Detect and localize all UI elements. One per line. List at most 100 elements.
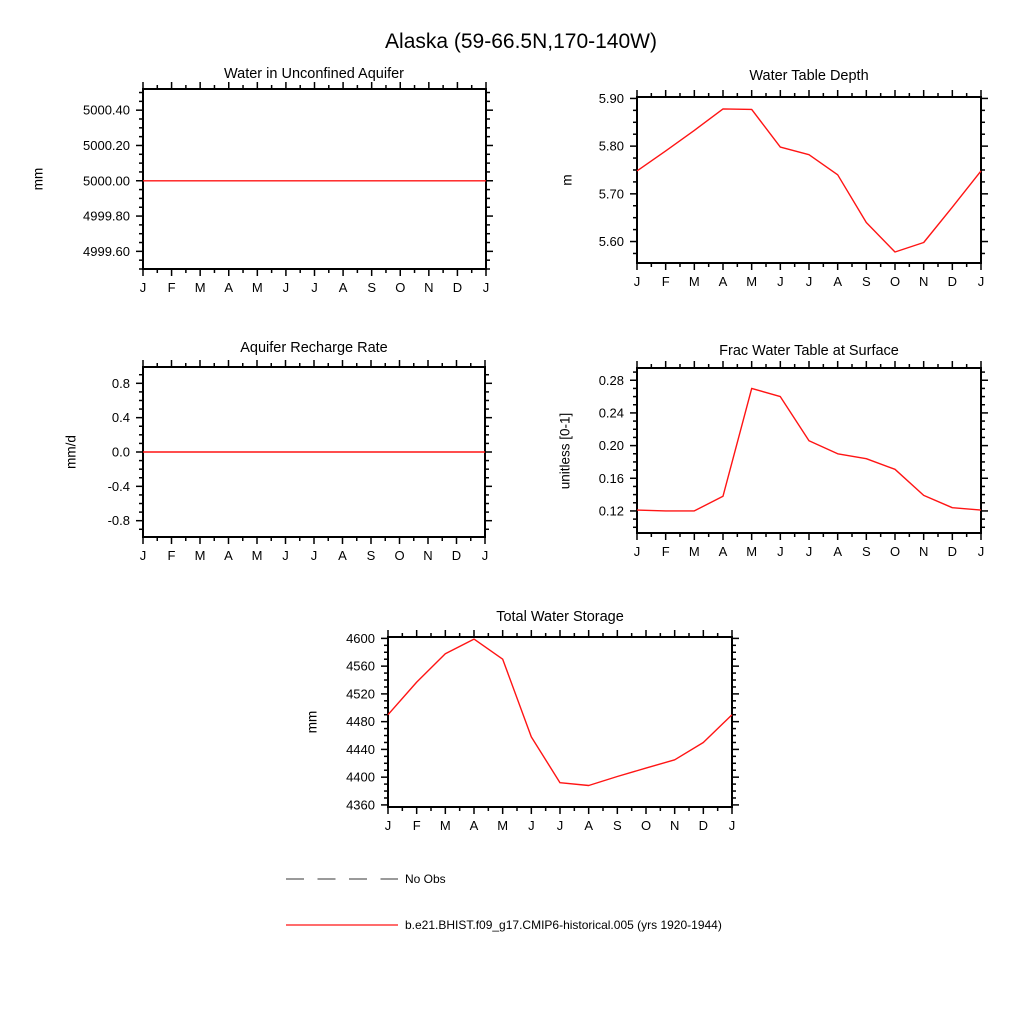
panel-water-in-unconfined-aquifer: J F M A M J J A S O N D J 4999.60 4999.80 5000.00 5000.2… <box>83 82 493 295</box>
y-tick-label: 5000.00 <box>83 173 130 188</box>
x-tick-label: M <box>689 544 700 559</box>
y-tick-label: 4520 <box>346 686 375 701</box>
legend-item-model-run: b.e21.BHIST.f09_g17.CMIP6-historical.005… <box>285 917 722 933</box>
x-tick-label: N <box>423 548 432 563</box>
y-tick-label: 4440 <box>346 742 375 757</box>
y-tick-label: 4600 <box>346 631 375 646</box>
x-tick-label: J <box>282 548 289 563</box>
x-tick-label: F <box>662 544 670 559</box>
axis-ticks <box>136 360 492 544</box>
legend-line-model-run <box>286 924 398 926</box>
x-tick-label: M <box>252 280 263 295</box>
x-tick-label: M <box>746 544 757 559</box>
x-tick-label: A <box>833 274 842 289</box>
x-tick-label: J <box>557 818 564 833</box>
x-tick-label: A <box>470 818 479 833</box>
axis-box <box>636 367 982 534</box>
panel-title-water-table-depth: Water Table Depth <box>749 68 869 84</box>
series-line <box>636 387 982 512</box>
series-line <box>636 108 982 253</box>
figure-title: Alaska (59-66.5N,170-140W) <box>385 30 657 53</box>
axis-box <box>142 88 487 270</box>
x-tick-label: J <box>482 548 489 563</box>
axis-ticks <box>381 630 739 814</box>
panel-aquifer-recharge-rate: J F M A M J J A S O N D J -0.8 -0.4 0.0 0.4 0.8 <box>108 360 492 563</box>
y-tick-label: 5.80 <box>599 139 624 154</box>
y-tick-label: 0.4 <box>112 410 130 425</box>
y-tick-label: 4400 <box>346 770 375 785</box>
x-tick-label: N <box>919 274 928 289</box>
x-tick-label: O <box>890 274 900 289</box>
x-tick-label: J <box>311 548 318 563</box>
x-tick-label: F <box>168 280 176 295</box>
legend-label-no-obs: No Obs <box>405 872 446 886</box>
x-tick-label: J <box>140 548 147 563</box>
legend-label-model-run: b.e21.BHIST.f09_g17.CMIP6-historical.005… <box>405 918 722 932</box>
x-tick-label: J <box>385 818 392 833</box>
x-tick-label: N <box>670 818 679 833</box>
panel-total-water-storage: J F M A M J J A S O N D J 4360 4400 4440 4480 4520 4560 460… <box>346 630 739 833</box>
y-tick-label: 0.0 <box>112 445 130 460</box>
x-tick-label: M <box>440 818 451 833</box>
y-tick-label: 5.70 <box>599 186 624 201</box>
axis-tick-labels: J F M A M J J A S O N D J -0.8 -0.4 0.0 0.4 0.8 <box>108 376 489 563</box>
x-tick-label: M <box>746 274 757 289</box>
x-tick-label: A <box>719 274 728 289</box>
y-tick-label: -0.8 <box>108 513 130 528</box>
x-tick-label: N <box>919 544 928 559</box>
y-tick-label: 5.60 <box>599 234 624 249</box>
panel-title-aquifer-recharge-rate: Aquifer Recharge Rate <box>240 340 388 356</box>
x-tick-label: D <box>699 818 708 833</box>
x-tick-label: M <box>252 548 263 563</box>
panel-title-frac-water-table-at-surface: Frac Water Table at Surface <box>719 343 899 359</box>
x-tick-label: M <box>689 274 700 289</box>
x-tick-label: A <box>833 544 842 559</box>
axis-ticks <box>630 361 988 540</box>
x-tick-label: D <box>452 548 461 563</box>
x-tick-label: O <box>641 818 651 833</box>
x-tick-label: S <box>367 548 376 563</box>
axis-box <box>636 96 982 264</box>
x-tick-label: D <box>948 274 957 289</box>
y-tick-label: 4360 <box>346 797 375 812</box>
y-tick-label: 0.16 <box>599 471 624 486</box>
x-tick-label: J <box>978 274 985 289</box>
y-tick-label: -0.4 <box>108 479 130 494</box>
panel-title-total-water-storage: Total Water Storage <box>496 609 624 625</box>
x-tick-label: O <box>394 548 404 563</box>
x-tick-label: A <box>339 280 348 295</box>
axis-tick-labels: J F M A M J J A S O N D J 5.60 5.70 5.80 5.90 <box>599 91 985 289</box>
y-axis-label-total-water-storage: mm <box>304 710 320 734</box>
x-tick-label: M <box>497 818 508 833</box>
x-tick-label: F <box>168 548 176 563</box>
legend-item-no-obs: No Obs <box>285 871 446 887</box>
x-tick-label: J <box>777 544 784 559</box>
x-tick-label: O <box>395 280 405 295</box>
legend-line-no-obs <box>286 878 398 880</box>
y-tick-label: 0.8 <box>112 376 130 391</box>
x-tick-label: J <box>806 274 813 289</box>
y-axis-label-frac-water-table-at-surface: unitless [0-1] <box>557 412 573 490</box>
x-tick-label: J <box>634 274 641 289</box>
x-tick-label: J <box>806 544 813 559</box>
x-tick-label: J <box>140 280 147 295</box>
x-tick-label: N <box>424 280 433 295</box>
x-tick-label: J <box>528 818 535 833</box>
x-tick-label: S <box>613 818 622 833</box>
x-tick-label: M <box>195 280 206 295</box>
y-tick-label: 4560 <box>346 659 375 674</box>
x-tick-label: D <box>948 544 957 559</box>
x-tick-label: F <box>413 818 421 833</box>
axis-ticks <box>136 82 493 276</box>
panel-frac-water-table-at-surface: J F M A M J J A S O N D J 0.12 0.16 0.20 0.24 0.28 <box>599 361 988 559</box>
y-axis-label-aquifer-recharge-rate: mm/d <box>63 435 79 469</box>
x-tick-label: J <box>634 544 641 559</box>
x-tick-label: A <box>584 818 593 833</box>
y-axis-label-water-table-depth: m <box>559 174 575 186</box>
panel-title-water-in-unconfined-aquifer: Water in Unconfined Aquifer <box>223 66 405 82</box>
x-tick-label: S <box>367 280 376 295</box>
x-tick-label: O <box>890 544 900 559</box>
x-tick-label: S <box>862 274 871 289</box>
y-tick-label: 0.28 <box>599 373 624 388</box>
